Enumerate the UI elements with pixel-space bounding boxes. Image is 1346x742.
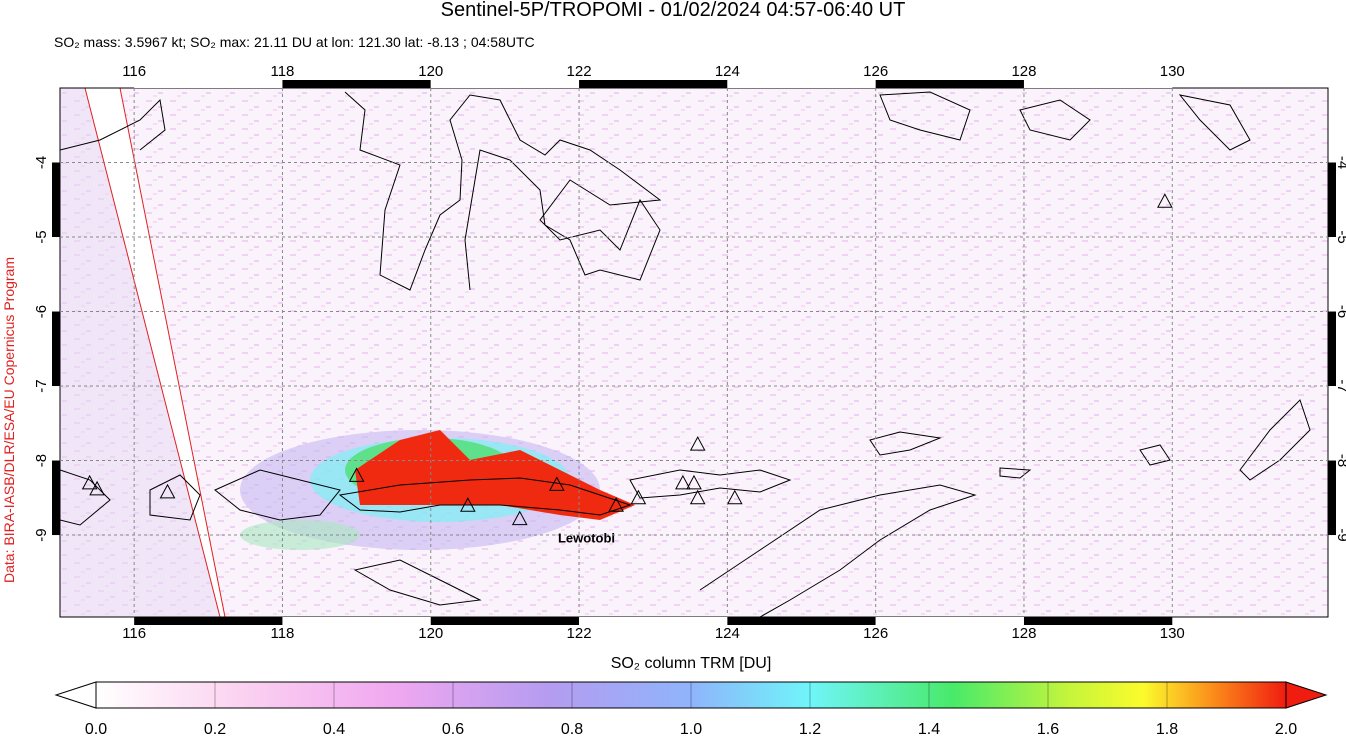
colorbar-tick-label: 0.6	[442, 721, 464, 737]
volcano	[675, 474, 691, 490]
x-tick-label: 128	[1011, 625, 1036, 642]
frame-bar	[1328, 162, 1336, 238]
y-tick-label: -8	[1334, 454, 1346, 467]
frame-bar	[134, 617, 283, 625]
colorbar-tick-label: 2.0	[1275, 721, 1297, 737]
frame-bar	[430, 80, 580, 88]
colorbar-max-arrow	[1285, 681, 1328, 709]
colorbar-tick-label: 0.4	[323, 721, 345, 737]
x-tick-label: 120	[418, 625, 443, 642]
colorbar-tick-label: 1.2	[799, 721, 821, 737]
x-tick-label: 126	[863, 625, 888, 642]
frame-bar	[727, 80, 876, 88]
frame-bar	[1023, 80, 1173, 88]
frame-bar	[1023, 617, 1173, 625]
frame-bar	[875, 80, 1024, 88]
frame-bar	[875, 617, 1024, 625]
y-tick-label: -5	[33, 230, 50, 243]
side-label: Data: BIRA-IASB/DLR/ESA/EU Copernicus Pr…	[1, 257, 17, 583]
coastlines	[60, 91, 1311, 617]
frame-bar	[134, 80, 283, 88]
plume	[240, 430, 635, 550]
x-tick-label: 130	[1160, 63, 1185, 80]
y-tick-label: -7	[1334, 379, 1346, 392]
volcano	[1157, 193, 1173, 208]
x-tick-label: 122	[567, 625, 592, 642]
frame-bar	[52, 460, 60, 536]
frame-bar	[579, 617, 728, 625]
colorbar	[95, 681, 1287, 709]
y-tick-label: -7	[33, 379, 50, 392]
volcano	[159, 483, 176, 499]
colorbar-tick-label: 0.2	[204, 721, 226, 737]
frame-bar	[282, 80, 431, 88]
volcano	[548, 476, 565, 491]
volcano	[348, 467, 365, 482]
x-tick-label: 116	[122, 63, 146, 80]
volcano	[511, 510, 528, 526]
x-tick-label: 126	[863, 63, 888, 80]
y-tick-label: -4	[1334, 156, 1346, 169]
frame-bar	[1328, 311, 1336, 387]
volcano	[686, 474, 702, 490]
map-area	[60, 88, 1328, 617]
volcano	[89, 480, 105, 496]
frame-bar	[52, 311, 60, 387]
x-tick-label: 124	[715, 625, 740, 642]
swath-line	[84, 88, 221, 617]
x-tick-label: 120	[418, 63, 443, 80]
x-tick-label: 118	[270, 625, 294, 642]
x-tick-label: 128	[1011, 63, 1036, 80]
subtitle: SO₂ mass: 3.5967 kt; SO₂ max: 21.11 DU a…	[54, 34, 535, 50]
frame-bar	[282, 617, 431, 625]
x-tick-label: 116	[122, 625, 146, 642]
x-tick-label: 118	[270, 63, 294, 80]
colorbar-tick-label: 1.8	[1156, 721, 1178, 737]
y-tick-label: -5	[1334, 230, 1346, 243]
swath-edge	[60, 88, 220, 617]
volcano	[81, 474, 98, 490]
colorbar-tick-label: 1.0	[680, 721, 702, 737]
colorbar-tick-label: 1.6	[1037, 721, 1059, 737]
y-tick-label: -9	[1334, 528, 1346, 541]
colorbar-tick-label: 1.4	[918, 721, 940, 737]
volcano-label: Lewotobi	[558, 530, 615, 545]
y-tick-label: -4	[33, 156, 50, 169]
y-tick-label: -8	[33, 454, 50, 467]
frame-bar	[430, 617, 580, 625]
x-tick-label: 124	[715, 63, 740, 80]
volcano	[689, 489, 706, 505]
colorbar-min-arrow	[54, 681, 97, 709]
y-tick-label: -6	[1334, 305, 1346, 318]
volcano	[689, 436, 706, 451]
volcano	[726, 489, 743, 505]
frame-bar	[727, 617, 876, 625]
colorbar-tick-label: 0.8	[561, 721, 583, 737]
colorbar-label: SO₂ column TRM [DU]	[611, 655, 772, 672]
x-tick-label: 130	[1160, 625, 1185, 642]
volcano	[459, 497, 476, 512]
volcano	[630, 489, 647, 505]
colorbar-tick-label: 0.0	[85, 721, 107, 737]
y-tick-label: -9	[33, 528, 50, 541]
x-tick-label: 122	[567, 63, 592, 80]
y-tick-label: -6	[33, 305, 50, 318]
frame-bar	[52, 162, 60, 238]
frame-bar	[1328, 460, 1336, 536]
swath-line	[119, 88, 226, 617]
frame-bar	[579, 80, 728, 88]
title: Sentinel-5P/TROPOMI - 01/02/2024 04:57-0…	[441, 0, 906, 21]
volcano	[608, 497, 624, 512]
